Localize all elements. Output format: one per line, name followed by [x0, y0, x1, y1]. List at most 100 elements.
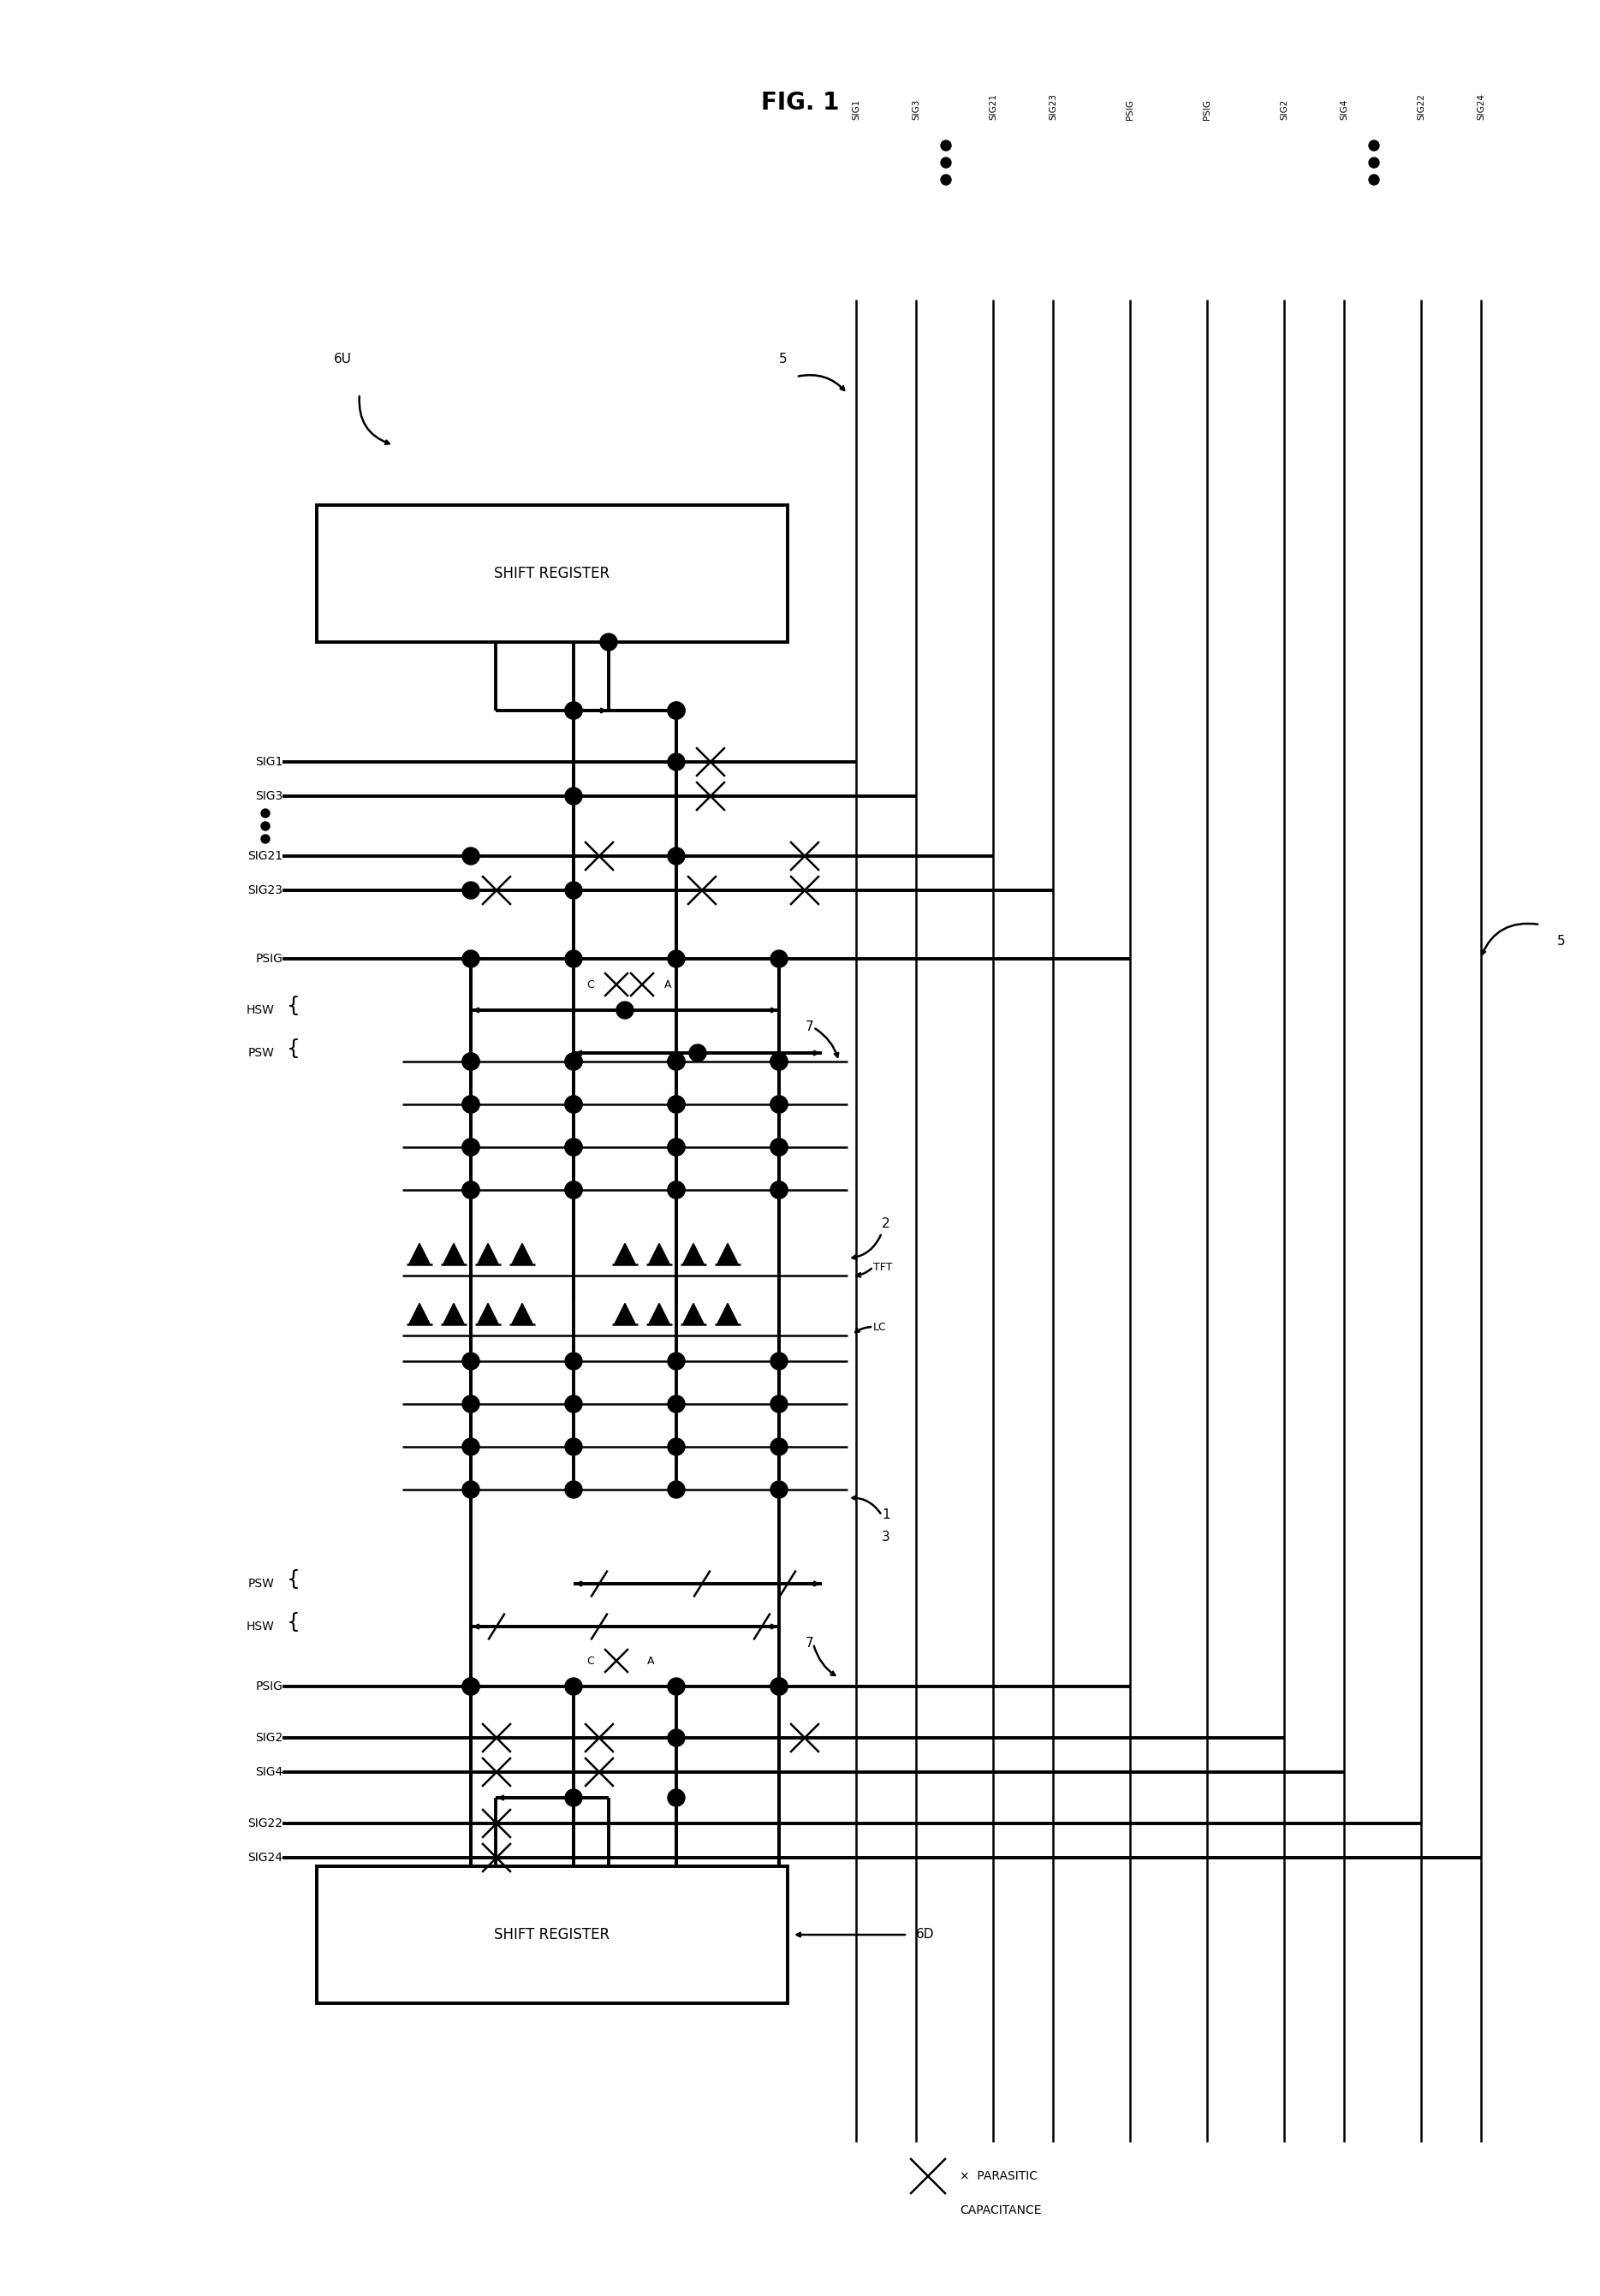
Circle shape [667, 1095, 685, 1114]
Text: PSIG: PSIG [1126, 99, 1134, 119]
Circle shape [771, 1054, 787, 1070]
Polygon shape [683, 1244, 704, 1265]
Text: A: A [664, 978, 672, 990]
Circle shape [462, 1182, 480, 1199]
Text: 6U: 6U [333, 354, 352, 365]
Text: C: C [587, 1655, 595, 1667]
Polygon shape [614, 1244, 635, 1265]
Text: 5: 5 [779, 354, 787, 365]
Circle shape [462, 1095, 480, 1114]
Circle shape [690, 1045, 706, 1061]
Circle shape [261, 822, 270, 831]
Circle shape [667, 1396, 685, 1412]
Circle shape [462, 1396, 480, 1412]
Circle shape [261, 836, 270, 843]
Text: SIG2: SIG2 [254, 1731, 283, 1745]
Circle shape [462, 1054, 480, 1070]
Polygon shape [650, 1304, 669, 1325]
Text: A: A [646, 1655, 654, 1667]
Text: {: { [286, 1038, 301, 1058]
Text: PSIG: PSIG [256, 953, 283, 964]
Circle shape [616, 1001, 634, 1019]
Circle shape [667, 1678, 685, 1694]
Text: LC: LC [874, 1322, 886, 1332]
Circle shape [462, 1678, 480, 1694]
Circle shape [565, 1182, 582, 1199]
Polygon shape [410, 1244, 430, 1265]
Circle shape [565, 1396, 582, 1412]
Circle shape [771, 1396, 787, 1412]
Polygon shape [478, 1244, 498, 1265]
Text: PSIG: PSIG [1203, 99, 1211, 119]
Circle shape [667, 1437, 685, 1456]
Circle shape [667, 1095, 685, 1114]
Circle shape [771, 1182, 787, 1199]
Circle shape [462, 951, 480, 967]
Text: {: { [286, 996, 301, 1017]
Polygon shape [478, 1304, 498, 1325]
Circle shape [462, 882, 480, 898]
Polygon shape [614, 1304, 635, 1325]
Circle shape [667, 1182, 685, 1199]
Text: 2: 2 [882, 1217, 890, 1231]
Text: CAPACITANCE: CAPACITANCE [960, 2204, 1042, 2216]
Circle shape [565, 703, 582, 719]
Circle shape [565, 1139, 582, 1155]
Circle shape [1370, 140, 1379, 152]
Circle shape [771, 1481, 787, 1497]
Circle shape [667, 1139, 685, 1155]
Circle shape [565, 1139, 582, 1155]
Text: ×  PARASITIC: × PARASITIC [960, 2170, 1038, 2181]
Circle shape [771, 1678, 787, 1694]
Polygon shape [443, 1244, 464, 1265]
Circle shape [565, 1481, 582, 1497]
Circle shape [565, 1789, 582, 1807]
Text: SHIFT REGISTER: SHIFT REGISTER [494, 565, 610, 581]
Circle shape [565, 1095, 582, 1114]
Circle shape [462, 1678, 480, 1694]
Circle shape [462, 1481, 480, 1497]
Circle shape [667, 1789, 685, 1807]
Circle shape [565, 788, 582, 804]
Text: {: { [286, 1568, 301, 1589]
Polygon shape [717, 1244, 738, 1265]
Circle shape [667, 1139, 685, 1155]
Circle shape [667, 703, 685, 719]
Circle shape [941, 158, 950, 168]
Circle shape [462, 1139, 480, 1155]
Bar [317, 505, 787, 643]
Text: PSIG: PSIG [256, 1681, 283, 1692]
Circle shape [771, 1139, 787, 1155]
Text: SHIFT REGISTER: SHIFT REGISTER [494, 1926, 610, 1942]
Text: HSW: HSW [246, 1003, 274, 1017]
Text: SIG22: SIG22 [248, 1818, 283, 1830]
Circle shape [941, 140, 950, 152]
Circle shape [771, 1054, 787, 1070]
Circle shape [771, 1678, 787, 1694]
Circle shape [600, 634, 618, 650]
Polygon shape [410, 1304, 430, 1325]
Text: 3: 3 [882, 1529, 890, 1543]
Circle shape [462, 1095, 480, 1114]
Circle shape [667, 1481, 685, 1497]
Circle shape [771, 1095, 787, 1114]
Circle shape [565, 882, 582, 898]
Text: SIG23: SIG23 [248, 884, 283, 895]
Circle shape [462, 1182, 480, 1199]
Circle shape [1370, 174, 1379, 186]
Text: SIG22: SIG22 [1418, 94, 1426, 119]
Circle shape [565, 1437, 582, 1456]
Circle shape [565, 1352, 582, 1371]
Text: 6D: 6D [915, 1929, 934, 1940]
Text: 7: 7 [805, 1022, 813, 1033]
Circle shape [771, 1182, 787, 1199]
Text: SIG23: SIG23 [1048, 94, 1058, 119]
Circle shape [771, 951, 787, 967]
Circle shape [261, 808, 270, 817]
Bar [317, 1867, 787, 2002]
Polygon shape [717, 1304, 738, 1325]
Text: SIG4: SIG4 [1339, 99, 1349, 119]
Circle shape [462, 1437, 480, 1456]
Text: PSW: PSW [248, 1577, 274, 1589]
Circle shape [771, 1095, 787, 1114]
